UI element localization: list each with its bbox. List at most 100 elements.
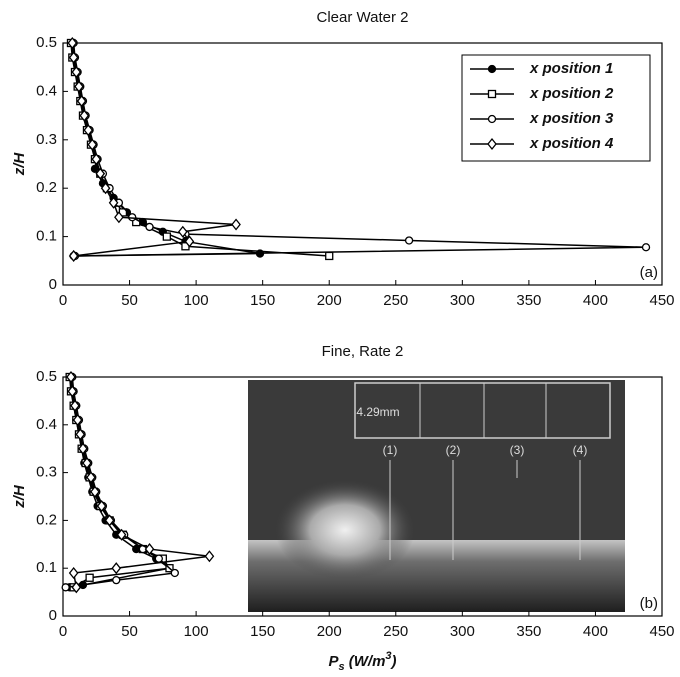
x-tick-label: 0 bbox=[59, 292, 67, 309]
x-tick-label: 450 bbox=[649, 292, 674, 309]
marker bbox=[91, 153, 102, 166]
marker bbox=[641, 243, 651, 252]
marker bbox=[82, 456, 92, 470]
y-tick-label: 0.4 bbox=[36, 416, 57, 433]
marker bbox=[487, 89, 497, 99]
marker bbox=[78, 442, 88, 455]
y-tick-label: 0.1 bbox=[36, 559, 57, 576]
x-axis-label-part: (W/m bbox=[345, 653, 386, 670]
x-axis-label: Ps (W/m3) bbox=[328, 650, 396, 673]
plot-frame bbox=[62, 376, 663, 617]
marker bbox=[177, 225, 188, 238]
panel-label: (a) bbox=[640, 264, 658, 281]
x-axis-label-part: 3 bbox=[385, 650, 391, 662]
marker bbox=[112, 576, 121, 585]
y-tick-label: 0.3 bbox=[36, 464, 57, 481]
marker bbox=[95, 167, 106, 180]
marker bbox=[111, 562, 122, 575]
marker bbox=[70, 399, 80, 412]
marker bbox=[96, 500, 107, 513]
inset-label: (1) bbox=[383, 443, 398, 457]
x-tick-label: 350 bbox=[516, 292, 541, 309]
marker bbox=[67, 36, 78, 50]
marker bbox=[87, 138, 98, 151]
x-axis-label-part: ) bbox=[390, 653, 397, 670]
marker bbox=[90, 485, 100, 498]
x-tick-label: 100 bbox=[184, 292, 209, 309]
plot-frame bbox=[62, 42, 663, 286]
marker bbox=[487, 114, 497, 124]
marker bbox=[68, 566, 79, 580]
y-tick-label: 0.5 bbox=[36, 368, 57, 385]
marker bbox=[116, 528, 127, 541]
x-tick-label: 150 bbox=[250, 292, 275, 309]
x-tick-label: 50 bbox=[121, 292, 138, 309]
y-tick-label: 0.2 bbox=[36, 511, 57, 528]
marker bbox=[61, 583, 70, 592]
inset-label: (4) bbox=[573, 443, 588, 457]
marker bbox=[86, 471, 96, 484]
y-tick-label: 0 bbox=[49, 276, 57, 293]
inset-label: (3) bbox=[510, 443, 525, 457]
marker bbox=[76, 95, 87, 108]
inset-label: (2) bbox=[446, 443, 461, 457]
y-tick-label: 0 bbox=[49, 607, 57, 624]
marker bbox=[68, 51, 79, 64]
x-tick-label: 300 bbox=[450, 292, 475, 309]
marker bbox=[487, 64, 497, 74]
series-line bbox=[70, 42, 330, 257]
marker bbox=[487, 137, 497, 151]
marker bbox=[108, 196, 119, 209]
marker bbox=[68, 249, 79, 263]
marker bbox=[184, 235, 195, 248]
x-tick-label: 250 bbox=[383, 292, 408, 309]
y-tick-label: 0.4 bbox=[36, 82, 57, 99]
x-tick-label: 200 bbox=[317, 292, 342, 309]
series-line bbox=[71, 42, 237, 257]
marker bbox=[325, 251, 334, 261]
panel-label: (b) bbox=[640, 595, 658, 612]
marker bbox=[74, 80, 84, 93]
marker bbox=[231, 218, 241, 231]
marker bbox=[72, 413, 83, 427]
marker bbox=[71, 581, 82, 594]
marker bbox=[83, 124, 94, 137]
x-tick-label: 300 bbox=[450, 623, 475, 640]
x-tick-label: 200 bbox=[317, 623, 342, 640]
marker bbox=[71, 65, 82, 79]
x-tick-label: 150 bbox=[250, 623, 275, 640]
marker bbox=[85, 573, 94, 582]
marker bbox=[170, 568, 179, 578]
marker bbox=[154, 554, 163, 563]
x-axis-label-part: s bbox=[338, 661, 344, 673]
y-axis-label: z/H bbox=[11, 152, 28, 177]
x-axis-label-part: P bbox=[328, 653, 339, 670]
marker bbox=[100, 182, 111, 195]
x-tick-label: 50 bbox=[121, 623, 138, 640]
y-tick-label: 0.1 bbox=[36, 228, 57, 245]
x-tick-label: 400 bbox=[583, 623, 608, 640]
marker bbox=[404, 236, 414, 245]
inset-scale: 4.29mm bbox=[356, 405, 399, 419]
y-axis-label: z/H bbox=[11, 484, 28, 509]
legend-label: x position 4 bbox=[529, 135, 614, 152]
marker bbox=[144, 543, 155, 556]
marker bbox=[162, 232, 171, 241]
x-tick-label: 350 bbox=[516, 623, 541, 640]
marker bbox=[67, 385, 78, 398]
legend-label: x position 1 bbox=[529, 60, 613, 77]
x-tick-label: 0 bbox=[59, 623, 67, 640]
marker bbox=[204, 550, 215, 563]
y-tick-label: 0.2 bbox=[36, 179, 57, 196]
legend-label: x position 2 bbox=[529, 85, 614, 102]
y-tick-label: 0.3 bbox=[36, 131, 57, 148]
marker bbox=[114, 211, 124, 224]
chart-title: Fine, Rate 2 bbox=[322, 343, 404, 360]
y-tick-label: 0.5 bbox=[36, 34, 57, 51]
marker bbox=[66, 370, 76, 384]
legend-label: x position 3 bbox=[529, 110, 614, 127]
marker bbox=[79, 109, 90, 122]
chart-title: Clear Water 2 bbox=[317, 9, 409, 26]
inset-photo: 4.29mm (1) (2) (3) (4) bbox=[248, 380, 625, 612]
